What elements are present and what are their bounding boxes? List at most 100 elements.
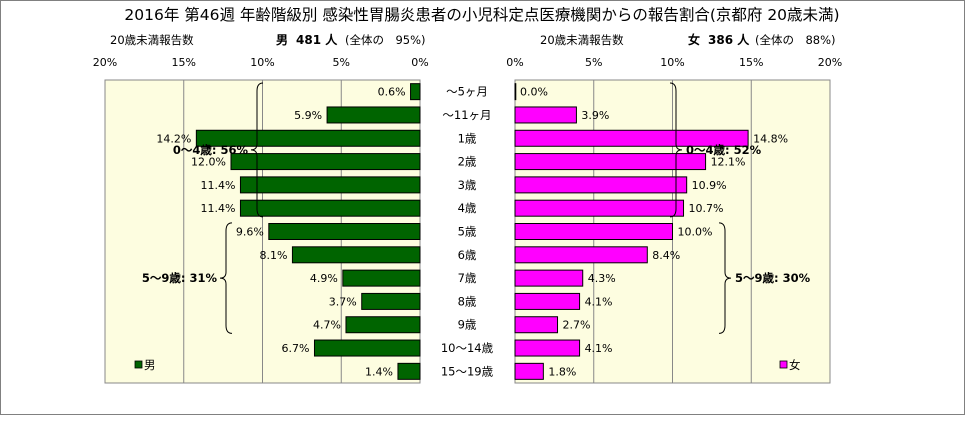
female-header-count: 386 人 xyxy=(708,32,750,47)
female-data-label: 10.0% xyxy=(678,226,713,239)
male-data-label: 4.9% xyxy=(310,272,338,285)
male-bar xyxy=(239,199,421,217)
female-bar xyxy=(514,339,581,357)
male-tick-label: 20% xyxy=(93,56,117,69)
female-tick-label: 15% xyxy=(739,56,763,69)
female-bar xyxy=(514,246,648,264)
female-bar xyxy=(514,199,685,217)
male-panel: 0% 5% 10% 15% 20% 0.6% 5.9% 14.2%12.0% 11.4% 11.4… xyxy=(93,56,429,384)
female-data-label: 1.8% xyxy=(548,365,576,378)
category-label: 8歳 xyxy=(458,294,477,308)
male-annotation: 0～4歳: 56% xyxy=(173,143,249,157)
male-data-label: 4.7% xyxy=(313,319,341,332)
male-bar xyxy=(291,246,421,264)
category-label: 4歳 xyxy=(458,201,477,215)
male-bracket xyxy=(250,82,264,218)
male-data-label: 5.9% xyxy=(294,109,322,122)
male-data-label: 12.0% xyxy=(191,156,226,169)
female-header-sex: 女 xyxy=(688,32,700,47)
category-label: ～11ヶ月 xyxy=(442,108,491,122)
chart-title: 2016年 第46週 年齢階級別 感染性胃腸炎患者の小児科定点医療機関からの報告… xyxy=(124,6,839,24)
female-tick-label: 10% xyxy=(660,56,684,69)
female-data-label: 3.9% xyxy=(581,109,609,122)
male-header-count: 481 人 xyxy=(296,32,338,47)
male-annotation: 5～9歳: 31% xyxy=(142,271,218,285)
female-bar xyxy=(514,223,673,240)
female-bar xyxy=(514,106,577,124)
male-bar xyxy=(195,129,421,147)
male-bar xyxy=(268,223,421,240)
category-label: 7歳 xyxy=(458,271,477,285)
male-data-label: 6.7% xyxy=(282,342,310,355)
female-header-share: (全体の 88%) xyxy=(755,33,836,47)
male-data-label: 11.4% xyxy=(200,202,235,215)
category-label: 2歳 xyxy=(458,155,477,169)
male-data-label: 14.2% xyxy=(156,132,191,145)
female-data-label: 0.0% xyxy=(520,86,548,99)
category-label: ～5ヶ月 xyxy=(446,85,488,99)
category-label: 1歳 xyxy=(458,131,477,145)
female-data-label: 4.3% xyxy=(588,272,616,285)
male-tick-label: 15% xyxy=(172,56,196,69)
female-annotation: 5～9歳: 30% xyxy=(735,271,811,285)
male-data-label: 8.1% xyxy=(259,249,287,262)
category-label: 9歳 xyxy=(458,318,477,332)
male-header-sex: 男 xyxy=(276,33,288,47)
male-tick-label: 5% xyxy=(333,56,350,69)
female-data-label: 4.1% xyxy=(585,295,613,308)
male-bar xyxy=(326,106,421,124)
female-bracket xyxy=(669,82,683,218)
female-bracket xyxy=(718,222,732,334)
category-label: 5歳 xyxy=(458,225,477,239)
category-label: 10～14歳 xyxy=(441,341,494,355)
female-bar xyxy=(514,176,688,194)
female-data-label: 4.1% xyxy=(585,342,613,355)
female-tick-label: 20% xyxy=(818,56,842,69)
female-bar xyxy=(514,362,544,380)
male-data-label: 11.4% xyxy=(200,179,235,192)
female-bar xyxy=(514,129,749,147)
female-tick-label: 0% xyxy=(506,56,523,69)
female-annotation: 0～4歳: 52% xyxy=(686,143,762,157)
female-legend-swatch xyxy=(779,360,788,369)
female-data-label: 14.8% xyxy=(753,132,788,145)
male-tick-label: 10% xyxy=(250,56,274,69)
female-panel: 0% 5% 10% 15% 20% 0.0% 3.9% 14.8% 12.1% 10.9% 10.7… xyxy=(506,56,842,384)
female-data-label: 10.7% xyxy=(689,202,724,215)
category-label: 15～19歳 xyxy=(441,364,494,378)
female-tick-label: 5% xyxy=(585,56,602,69)
male-bar xyxy=(410,83,421,101)
male-bar xyxy=(345,316,421,334)
male-bar xyxy=(313,339,421,357)
male-bar xyxy=(397,362,421,380)
female-data-label: 8.4% xyxy=(652,249,680,262)
male-bracket xyxy=(219,222,233,334)
category-label: 6歳 xyxy=(458,248,477,262)
male-data-label: 0.6% xyxy=(378,86,406,99)
category-label: 3歳 xyxy=(458,178,477,192)
male-bar xyxy=(342,269,421,287)
category-labels: ～5ヶ月 ～11ヶ月 1歳 2歳 3歳 4歳 5歳 6歳 7歳 8歳 9歳 10～14歳 15～19歳 xyxy=(441,85,494,379)
female-bar xyxy=(514,292,581,310)
male-tick-label: 0% xyxy=(411,56,428,69)
male-data-label: 3.7% xyxy=(329,295,357,308)
female-bar xyxy=(514,269,584,287)
female-data-label: 12.1% xyxy=(711,156,746,169)
female-legend-label: 女 xyxy=(789,358,801,372)
female-bar xyxy=(514,316,559,334)
male-bar xyxy=(239,176,421,194)
male-legend-swatch xyxy=(134,360,143,369)
male-data-label: 1.4% xyxy=(365,365,393,378)
male-data-label: 9.6% xyxy=(236,226,264,239)
male-header-label: 20歳未満報告数 xyxy=(110,33,194,47)
male-bar xyxy=(361,292,421,310)
female-data-label: 2.7% xyxy=(563,319,591,332)
male-bar xyxy=(230,153,421,171)
male-header-share: (全体の 95%) xyxy=(345,33,426,47)
male-legend-label: 男 xyxy=(144,358,156,372)
female-header-label: 20歳未満報告数 xyxy=(540,33,624,47)
female-data-label: 10.9% xyxy=(692,179,727,192)
female-bar xyxy=(514,153,707,171)
